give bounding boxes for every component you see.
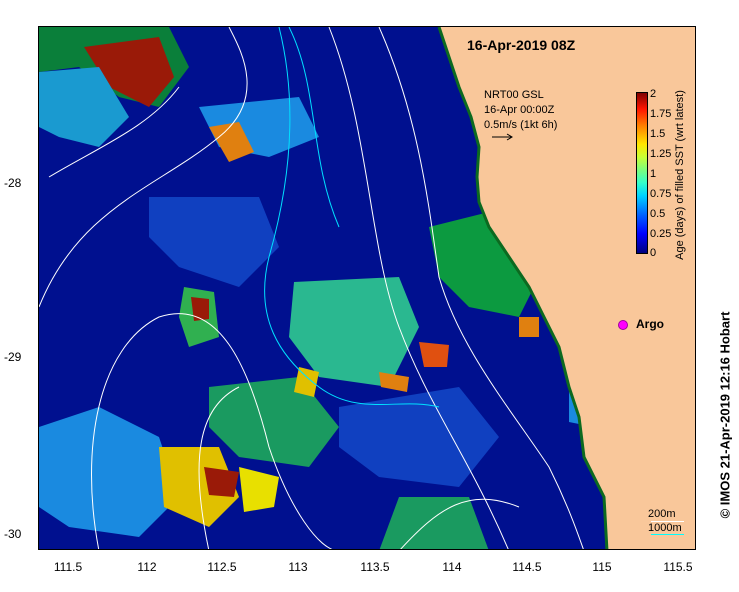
coastline-land — [439, 27, 695, 549]
x-tick-label: 114 — [442, 560, 462, 574]
x-tick-label: 115.5 — [663, 560, 693, 574]
argo-label: Argo — [636, 317, 664, 331]
colorbar-tick: 1.75 — [650, 108, 672, 120]
x-tick-label: 114.5 — [512, 560, 542, 574]
colorbar-tick: 1 — [650, 168, 657, 180]
x-tick-label: 113.5 — [360, 560, 390, 574]
depth-legend-1000: 1000m — [648, 522, 682, 534]
current-legend-model: NRT00 GSL — [484, 89, 544, 101]
sst-map — [39, 27, 695, 549]
y-tick-label: -28 — [4, 176, 22, 190]
colorbar-tick: 0 — [650, 247, 657, 259]
x-tick-label: 112.5 — [207, 560, 237, 574]
map-frame[interactable] — [38, 26, 696, 550]
colorbar-tick: 1.25 — [650, 148, 672, 160]
current-vector-legend: NRT00 GSL 16-Apr 00:00Z 0.5m/s (1kt 6h) — [484, 88, 557, 133]
y-tick-label: -29 — [4, 350, 22, 364]
colorbar-tick: 0.5 — [650, 208, 666, 220]
current-arrow-icon — [492, 133, 513, 141]
colorbar — [636, 92, 648, 254]
x-tick-label: 112 — [137, 560, 157, 574]
current-legend-scale: 0.5m/s (1kt 6h) — [484, 119, 558, 131]
colorbar-tick: 2 — [650, 88, 657, 100]
credit-text: © IMOS 21-Apr-2019 12:16 Hobart — [717, 311, 733, 519]
argo-float-marker[interactable] — [618, 320, 628, 330]
current-legend-time: 16-Apr 00:00Z — [484, 104, 555, 116]
colorbar-tick: 0.75 — [650, 188, 672, 200]
depth-legend: 200m 1000m — [648, 507, 682, 535]
x-tick-label: 113 — [288, 560, 308, 574]
isobaths-200m — [39, 27, 584, 549]
depth-line-1000-swatch — [651, 534, 684, 535]
depth-line-200-swatch — [651, 521, 684, 522]
x-tick-label: 115 — [592, 560, 612, 574]
colorbar-tick: 0.25 — [650, 228, 672, 240]
x-tick-label: 111.5 — [53, 560, 83, 574]
colorbar-tick: 1.5 — [650, 128, 666, 140]
y-tick-label: -30 — [4, 527, 22, 541]
colorbar-label: Age (days) of filled SST (wrt latest) — [674, 90, 686, 260]
depth-legend-200: 200m — [648, 508, 676, 520]
map-title: 16-Apr-2019 08Z — [467, 37, 576, 53]
isobaths-1000m — [264, 27, 440, 408]
